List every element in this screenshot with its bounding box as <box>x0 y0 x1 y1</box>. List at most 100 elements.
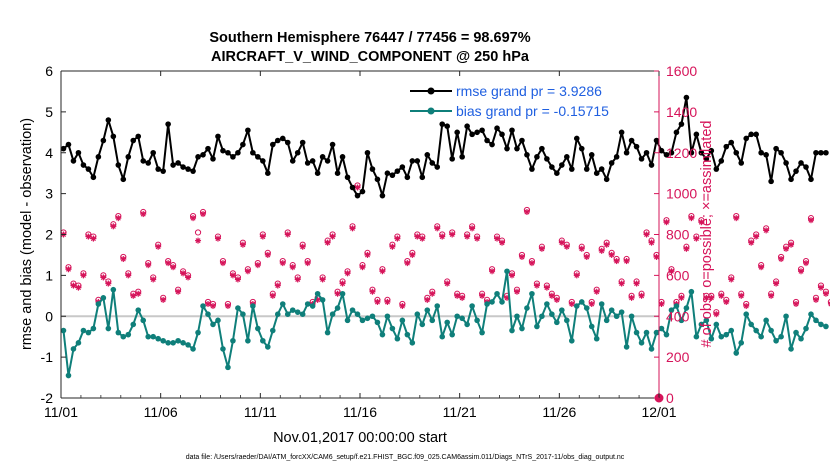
obs-assimilated-point <box>533 282 540 289</box>
rmse-point <box>344 174 351 181</box>
x-ticks: 11/01 11/06 11/11 11/16 11/21 11/26 12/01 <box>44 71 677 420</box>
y-tick-label-right: 1200 <box>666 145 697 161</box>
rmse-point <box>304 160 311 166</box>
rmse-point <box>514 145 520 152</box>
rmse-point <box>399 164 406 170</box>
bias-point <box>733 350 740 356</box>
legend-rmse-marker <box>427 87 435 95</box>
obs-assimilated-point <box>115 215 122 222</box>
rmse-point <box>708 147 715 154</box>
bias-point <box>115 329 122 336</box>
bias-point <box>603 317 610 324</box>
y-tick-label-left: 5 <box>45 104 53 120</box>
obs-assimilated-point <box>234 276 241 283</box>
bias-point <box>434 303 441 309</box>
bias-point <box>334 305 341 311</box>
data-file-footer: data file: /Users/raeder/DAI/ATM_forcXX/… <box>186 454 625 461</box>
obs-assimilated-point <box>568 300 575 307</box>
obs-assimilated-point <box>175 288 182 295</box>
bias-point <box>235 305 241 311</box>
obs-assimilated-point <box>812 296 819 303</box>
obs-assimilated-point <box>499 239 506 246</box>
rmse-point <box>170 162 176 168</box>
obs-assimilated-point <box>80 272 87 279</box>
rmse-point <box>733 149 740 156</box>
bias-point <box>489 299 495 305</box>
rmse-point <box>484 137 490 144</box>
x-tick-label: 11/06 <box>144 404 178 420</box>
rmse-point <box>424 151 431 158</box>
y-tick-label-left: 0 <box>45 308 53 324</box>
bias-point <box>195 329 201 336</box>
bias-point <box>479 329 485 336</box>
rmse-point <box>653 137 660 144</box>
bias-point <box>329 311 336 318</box>
bias-point <box>583 305 590 311</box>
obs-assimilated-point <box>299 243 306 250</box>
bias-point <box>459 315 465 322</box>
rmse-point <box>419 174 426 181</box>
obs-assimilated-point <box>508 272 515 279</box>
bias-point <box>309 303 316 309</box>
y-tick-label-left: 3 <box>45 186 53 202</box>
bias-point <box>568 337 575 344</box>
legend-bias-label: bias grand pr = -0.15715 <box>456 103 609 119</box>
bias-point <box>823 323 829 330</box>
rmse-point <box>673 129 680 136</box>
rmse-point <box>633 143 640 150</box>
rmse-point <box>230 154 236 160</box>
bias-point <box>175 337 181 344</box>
bias-point <box>354 311 361 318</box>
rmse-point <box>359 188 366 195</box>
rmse-point <box>454 129 460 136</box>
rmse-point <box>678 121 685 127</box>
obs-assimilated-point <box>165 260 172 267</box>
obs-assimilated-point <box>324 239 331 246</box>
obs-assimilated-point <box>130 292 137 299</box>
bias-point <box>449 331 455 338</box>
bias-point <box>578 299 585 305</box>
x-tick-label: 11/26 <box>542 404 576 420</box>
legend-rmse-label: rmse grand pr = 3.9286 <box>456 83 602 99</box>
rmse-point <box>808 176 814 183</box>
obs-assimilated-point <box>200 211 207 218</box>
rmse-point <box>165 121 171 127</box>
rmse-point <box>628 137 635 144</box>
bias-point <box>658 325 665 332</box>
bias-point <box>225 364 231 371</box>
obs-assimilated-point <box>229 272 236 279</box>
obs-assimilated-point <box>583 253 590 260</box>
bias-point <box>95 301 102 307</box>
rmse-point <box>753 131 759 138</box>
y-tick-label-right: 1600 <box>666 63 697 79</box>
obs-assimilated-point <box>693 235 700 242</box>
rmse-point <box>245 127 251 134</box>
bias-point <box>618 309 625 315</box>
obs-assimilated-point <box>384 298 391 305</box>
bias-point <box>529 290 535 297</box>
obs-assimilated-point <box>753 233 760 240</box>
rmse-point <box>593 170 600 176</box>
rmse-point <box>748 131 754 138</box>
rmse-point <box>225 149 231 156</box>
bias-point <box>205 311 211 318</box>
y-axis-label-right: # of obs: o=possible; ×=assimilated <box>699 121 715 348</box>
rmse-point <box>578 145 585 152</box>
bias-point <box>698 321 705 328</box>
rmse-point <box>738 160 745 166</box>
obs-assimilated-point <box>429 290 436 297</box>
rmse-point <box>105 117 112 123</box>
bias-point <box>140 317 147 324</box>
rmse-point <box>90 174 97 181</box>
bias-point <box>494 290 500 297</box>
obs-assimilated-point <box>628 294 635 301</box>
obs-assimilated-point <box>364 251 371 258</box>
rmse-point <box>85 166 92 172</box>
bias-point <box>284 311 291 318</box>
obs-assimilated-point <box>90 235 97 242</box>
bias-point <box>85 329 92 336</box>
obs-assimilated-point <box>274 282 281 289</box>
bias-point <box>554 319 560 326</box>
rmse-point <box>135 133 142 140</box>
